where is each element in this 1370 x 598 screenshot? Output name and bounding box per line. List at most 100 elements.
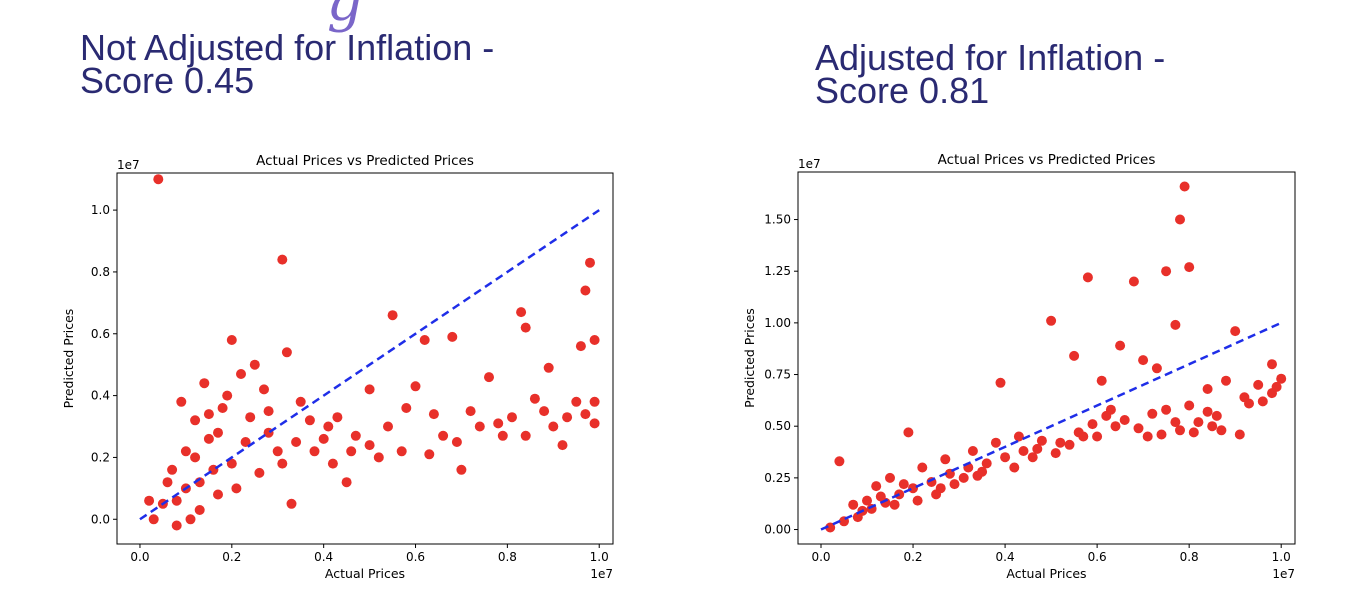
y-tick-label: 0.6 bbox=[91, 327, 110, 341]
data-point bbox=[931, 489, 942, 500]
data-point bbox=[309, 446, 320, 457]
data-point bbox=[1271, 381, 1282, 392]
data-point bbox=[885, 472, 895, 483]
data-point bbox=[1239, 392, 1250, 403]
x-axis-label: Actual Prices bbox=[325, 566, 405, 581]
data-point bbox=[1128, 276, 1139, 287]
x-tick-label: 0.0 bbox=[811, 550, 830, 564]
y-axis-label: Predicted Prices bbox=[742, 308, 757, 408]
data-point bbox=[277, 254, 288, 265]
data-point bbox=[520, 430, 531, 441]
data-point bbox=[908, 483, 918, 494]
data-point bbox=[585, 257, 595, 268]
data-point bbox=[190, 452, 201, 463]
data-point bbox=[451, 437, 462, 447]
data-point bbox=[1151, 363, 1162, 374]
data-point bbox=[958, 472, 969, 483]
plot-frame bbox=[116, 172, 614, 545]
data-point bbox=[1064, 439, 1075, 450]
data-point bbox=[410, 381, 421, 392]
data-point bbox=[1027, 452, 1038, 463]
data-point bbox=[1161, 266, 1172, 277]
y-offset-label: 1e7 bbox=[798, 157, 821, 171]
data-point bbox=[972, 470, 983, 481]
data-point bbox=[1170, 319, 1181, 330]
data-point bbox=[213, 489, 223, 500]
data-point bbox=[1230, 326, 1241, 337]
data-point bbox=[1276, 373, 1287, 384]
data-point bbox=[180, 446, 191, 457]
data-point bbox=[171, 495, 182, 506]
data-point bbox=[1133, 423, 1144, 434]
data-point bbox=[898, 479, 909, 490]
data-point bbox=[889, 499, 900, 510]
y-tick-label: 0.8 bbox=[91, 265, 110, 279]
data-point bbox=[327, 458, 338, 469]
data-point bbox=[1055, 437, 1066, 448]
data-point bbox=[456, 464, 467, 475]
data-point bbox=[1211, 410, 1222, 421]
data-point bbox=[1184, 262, 1195, 273]
data-point bbox=[995, 377, 1006, 388]
data-point bbox=[548, 421, 559, 432]
data-point bbox=[199, 378, 210, 389]
data-point bbox=[231, 483, 242, 494]
data-point bbox=[217, 403, 228, 413]
data-point bbox=[1050, 448, 1061, 459]
data-point bbox=[1000, 452, 1011, 463]
chart-title: Actual Prices vs Predicted Prices bbox=[938, 152, 1156, 168]
data-point bbox=[1253, 379, 1264, 390]
data-point bbox=[1009, 462, 1020, 473]
data-point bbox=[176, 396, 187, 407]
y-tick-label: 0.50 bbox=[764, 419, 791, 433]
data-point bbox=[249, 359, 260, 370]
data-point bbox=[162, 477, 173, 488]
data-point bbox=[245, 412, 256, 423]
data-point bbox=[1101, 410, 1112, 421]
x-offset-label: 1e7 bbox=[1272, 567, 1295, 581]
data-point bbox=[1156, 429, 1167, 440]
data-point bbox=[236, 369, 246, 379]
data-point bbox=[580, 285, 591, 296]
heading-adjusted-line2: Score 0.81 bbox=[815, 70, 990, 111]
heading-adjusted: Adjusted for Inflation - Score 0.81 bbox=[815, 40, 1165, 111]
data-point bbox=[1082, 272, 1093, 283]
data-point bbox=[497, 430, 508, 441]
y-tick-label: 1.25 bbox=[764, 264, 791, 278]
x-tick-label: 0.2 bbox=[222, 550, 241, 564]
data-point bbox=[240, 437, 251, 447]
data-point bbox=[447, 331, 458, 342]
x-tick-label: 0.6 bbox=[406, 550, 425, 564]
data-point bbox=[474, 421, 485, 432]
x-tick-label: 0.4 bbox=[314, 550, 333, 564]
data-point bbox=[484, 372, 494, 383]
data-point bbox=[259, 384, 269, 395]
y-tick-label: 1.00 bbox=[764, 316, 791, 330]
y-tick-label: 0.0 bbox=[91, 512, 110, 526]
data-point bbox=[323, 421, 334, 432]
data-point bbox=[917, 462, 928, 473]
x-offset-label: 1e7 bbox=[590, 567, 613, 581]
data-point bbox=[281, 347, 292, 358]
heading-not-adjusted: Not Adjusted for Inflation - Score 0.45 bbox=[80, 30, 494, 99]
y-tick-label: 0.25 bbox=[764, 471, 791, 485]
data-point bbox=[1193, 417, 1204, 428]
data-point bbox=[539, 406, 550, 417]
data-point bbox=[373, 452, 384, 463]
data-point bbox=[516, 307, 527, 318]
y-tick-label: 0.2 bbox=[91, 450, 110, 464]
chart-title: Actual Prices vs Predicted Prices bbox=[256, 153, 474, 169]
data-point bbox=[875, 491, 886, 502]
data-point bbox=[295, 396, 306, 407]
data-point bbox=[272, 446, 283, 457]
data-point bbox=[871, 481, 882, 492]
data-point bbox=[507, 412, 517, 423]
data-point bbox=[364, 440, 375, 451]
data-point bbox=[493, 418, 504, 429]
data-point bbox=[834, 456, 845, 467]
data-point bbox=[304, 415, 315, 426]
data-point bbox=[396, 446, 407, 457]
x-tick-label: 0.4 bbox=[996, 550, 1015, 564]
data-point bbox=[1267, 359, 1277, 370]
